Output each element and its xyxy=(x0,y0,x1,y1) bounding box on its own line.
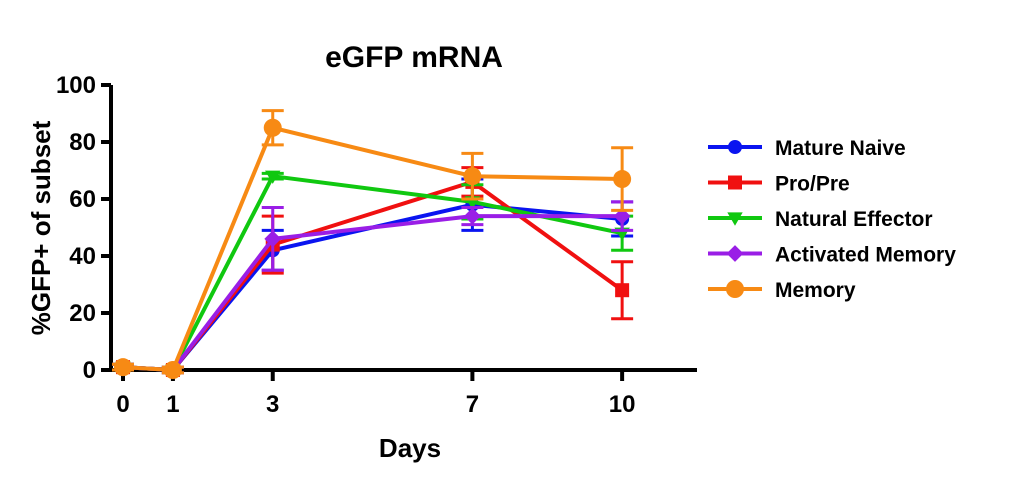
legend-item-memory: Memory xyxy=(708,279,856,302)
legend-swatch-marker xyxy=(728,175,742,190)
x-tick-label: 1 xyxy=(166,391,179,418)
data-point xyxy=(265,170,281,184)
legend: Mature Naive Pro/Pre Natural Effector Activ… xyxy=(708,137,956,302)
legend-item-activated-memory: Activated Memory xyxy=(708,244,956,267)
y-tick-label: 40 xyxy=(69,243,96,270)
legend-label: Memory xyxy=(775,279,856,302)
x-tick-label: 3 xyxy=(266,391,279,418)
legend-item-pro-pre: Pro/Pre xyxy=(708,173,850,196)
x-axis-label: Days xyxy=(379,433,441,463)
data-point xyxy=(615,283,630,298)
legend-swatch-marker xyxy=(727,212,743,226)
data-point xyxy=(114,358,132,377)
y-tick-label: 60 xyxy=(69,186,96,213)
y-tick-label: 20 xyxy=(69,300,96,327)
data-point xyxy=(463,167,482,186)
data-point xyxy=(463,207,481,225)
series-line xyxy=(122,125,623,372)
y-axis-label: %GFP+ of subset xyxy=(26,120,56,335)
series-line xyxy=(122,214,623,372)
legend-label: Activated Memory xyxy=(775,244,956,267)
legend-swatch-marker xyxy=(728,140,742,154)
data-point xyxy=(163,361,182,379)
data-point xyxy=(264,230,282,248)
legend-swatch-marker xyxy=(726,280,744,298)
data-point xyxy=(613,207,631,225)
series-memory xyxy=(112,109,634,379)
data-point xyxy=(613,170,632,189)
x-tick-label: 7 xyxy=(466,391,479,418)
legend-swatch-marker xyxy=(726,245,744,262)
data-point xyxy=(263,118,282,137)
legend-item-mature-naive: Mature Naive xyxy=(708,137,906,160)
y-tick-label: 80 xyxy=(69,129,96,156)
legend-item-natural-effector: Natural Effector xyxy=(708,208,933,231)
chart-title: eGFP mRNA xyxy=(325,41,503,74)
legend-label: Natural Effector xyxy=(775,208,933,231)
legend-label: Mature Naive xyxy=(775,137,906,160)
y-tick-label: 0 xyxy=(83,357,96,384)
x-tick-label: 10 xyxy=(609,391,636,418)
x-tick-label: 0 xyxy=(116,391,129,418)
y-tick-label: 100 xyxy=(56,72,96,99)
legend-label: Pro/Pre xyxy=(775,173,850,196)
plot-area: 0 20 40 60 80 100 0 1 3 7 10 xyxy=(56,72,697,418)
